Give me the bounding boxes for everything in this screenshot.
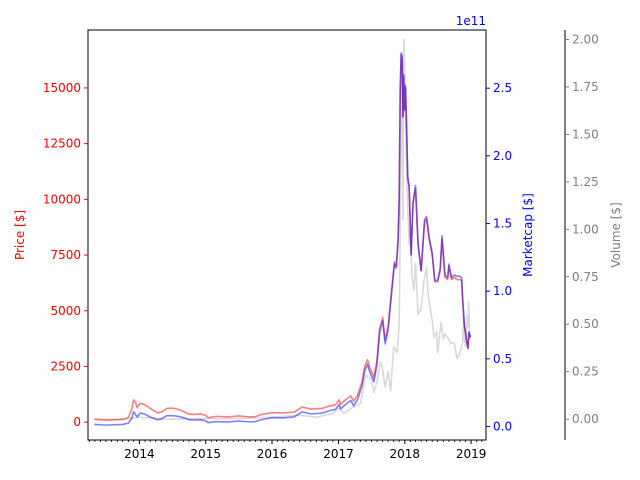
volume-tick-label: 0.75 [572, 270, 599, 284]
price-tick-label: 12500 [43, 137, 81, 151]
x-tick-label: 2015 [190, 447, 221, 461]
series-layer [94, 38, 472, 426]
marketcap-tick-label: 0.0 [493, 419, 512, 433]
axes-layer: 2014 2015 2016 2017 2018 2019 0 2500 5000 7500 100… [13, 14, 623, 461]
marketcap-tick-label: 1.5 [493, 216, 512, 230]
marketcap-tick-label: 2.0 [493, 149, 512, 163]
price-tick-label: 10000 [43, 192, 81, 206]
price-axis-label: Price [$] [13, 210, 27, 260]
volume-tick-label: 1.25 [572, 175, 599, 189]
price-tick-label: 0 [73, 415, 81, 429]
series-line-volume [94, 38, 472, 420]
marketcap-tick-label: 0.5 [493, 352, 512, 366]
price-tick-label: 2500 [50, 359, 81, 373]
price-tick-label: 5000 [50, 304, 81, 318]
x-tick-label: 2018 [390, 447, 421, 461]
marketcap-tick-label: 2.5 [493, 81, 512, 95]
marketcap-offset-text: 1e11 [456, 14, 486, 28]
volume-tick-label: 0.00 [572, 412, 599, 426]
volume-tick-label: 0.25 [572, 365, 599, 379]
marketcap-tick-label: 1.0 [493, 284, 512, 298]
x-tick-label: 2016 [257, 447, 288, 461]
price-tick-label: 15000 [43, 81, 81, 95]
x-tick-label: 2014 [124, 447, 155, 461]
x-tick-label: 2017 [323, 447, 354, 461]
volume-axis-label: Volume [$] [609, 202, 623, 267]
volume-tick-label: 1.75 [572, 80, 599, 94]
plot-frame [87, 29, 487, 441]
volume-tick-label: 1.00 [572, 222, 599, 236]
price-tick-label: 7500 [50, 248, 81, 262]
marketcap-axis-label: Marketcap [$] [521, 193, 535, 277]
volume-tick-label: 0.50 [572, 317, 599, 331]
x-tick-label: 2019 [456, 447, 487, 461]
volume-tick-label: 2.00 [572, 32, 599, 46]
volume-tick-label: 1.50 [572, 127, 599, 141]
series-line-marketcap [94, 52, 472, 426]
